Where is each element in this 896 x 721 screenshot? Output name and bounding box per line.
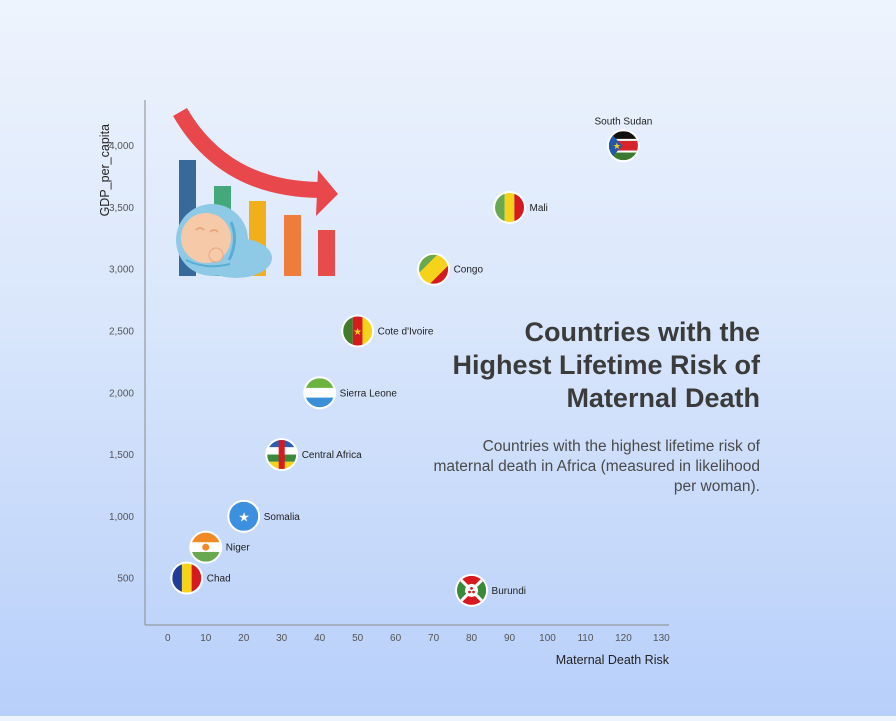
central-african-republic-flag-icon bbox=[267, 440, 297, 470]
x-axis-title: Maternal Death Risk bbox=[556, 653, 670, 667]
point-label: Somalia bbox=[264, 512, 301, 523]
x-tick-label: 60 bbox=[390, 633, 402, 644]
x-tick-label: 100 bbox=[539, 633, 556, 644]
x-tick-label: 30 bbox=[276, 633, 288, 644]
x-tick-label: 10 bbox=[200, 633, 212, 644]
y-tick-label: 1,500 bbox=[109, 450, 134, 461]
point-label: Burundi bbox=[492, 586, 526, 597]
declining-bar-chart-with-baby-icon bbox=[173, 107, 338, 278]
cameroon-style-flag-icon: ★ bbox=[343, 316, 373, 346]
data-point-somalia: ★ bbox=[227, 499, 261, 533]
congo-flag-icon bbox=[419, 254, 449, 284]
x-tick-label: 80 bbox=[466, 633, 478, 644]
x-tick-label: 90 bbox=[504, 633, 516, 644]
point-label: Central Africa bbox=[302, 450, 362, 461]
x-tick-label: 120 bbox=[615, 633, 632, 644]
x-tick-label: 0 bbox=[165, 633, 171, 644]
chad-flag-icon bbox=[172, 563, 202, 593]
title-block: Countries with the Highest Lifetime Risk… bbox=[430, 316, 760, 497]
data-point-sierra-leone bbox=[303, 376, 337, 410]
point-label: Chad bbox=[207, 574, 231, 585]
data-point-central-african-republic bbox=[265, 438, 299, 472]
chart-subtitle: Countries with the highest lifetime risk… bbox=[433, 438, 760, 495]
point-label: Niger bbox=[226, 543, 251, 554]
y-tick-label: 3,500 bbox=[109, 203, 134, 214]
y-tick-label: 3,000 bbox=[109, 265, 134, 276]
point-label: Congo bbox=[454, 265, 484, 276]
chart-title: Countries with the Highest Lifetime Risk… bbox=[452, 317, 760, 413]
y-tick-label: 2,000 bbox=[109, 388, 134, 399]
y-tick-label: 1,000 bbox=[109, 512, 134, 523]
y-axis-title: GDP_per_capita bbox=[98, 124, 112, 216]
point-label: Sierra Leone bbox=[340, 388, 398, 399]
data-point-congo bbox=[417, 252, 451, 286]
x-tick-labels: 0 10 20 30 40 50 60 70 80 90 100 110 120 130 bbox=[165, 633, 670, 644]
x-tick-label: 70 bbox=[428, 633, 440, 644]
sierra-leone-flag-icon bbox=[305, 378, 335, 408]
point-label: South Sudan bbox=[595, 117, 653, 128]
mali-flag-icon bbox=[495, 192, 525, 222]
data-point-burundi bbox=[455, 573, 489, 607]
data-point-south-sudan: ★ bbox=[606, 129, 640, 163]
data-point-niger bbox=[189, 530, 223, 564]
south-sudan-flag-icon: ★ bbox=[608, 131, 638, 161]
data-points: ★ South Sudan Mali Congo ★ Cote d'Ivoire Sierr… bbox=[170, 117, 652, 607]
x-tick-label: 110 bbox=[577, 633, 593, 644]
niger-flag-icon bbox=[191, 532, 221, 562]
burundi-flag-icon bbox=[457, 575, 487, 605]
y-tick-label: 500 bbox=[117, 574, 134, 585]
svg-text:★: ★ bbox=[353, 327, 362, 338]
x-tick-label: 20 bbox=[238, 633, 250, 644]
point-label: Cote d'Ivoire bbox=[378, 327, 434, 338]
data-point-mali bbox=[493, 190, 527, 224]
y-tick-label: 2,500 bbox=[109, 327, 134, 338]
somalia-flag-icon: ★ bbox=[229, 501, 259, 531]
x-tick-label: 50 bbox=[352, 633, 364, 644]
point-label: Mali bbox=[530, 203, 548, 214]
svg-text:★: ★ bbox=[238, 510, 250, 525]
data-point-chad bbox=[170, 561, 204, 595]
x-tick-label: 130 bbox=[653, 633, 670, 644]
y-tick-labels: 500 1,000 1,500 2,000 2,500 3,000 3,500 4,000 bbox=[109, 141, 134, 584]
svg-text:★: ★ bbox=[613, 142, 621, 152]
data-point-cameroon-style: ★ bbox=[341, 314, 375, 348]
y-tick-label: 4,000 bbox=[109, 141, 134, 152]
x-tick-label: 40 bbox=[314, 633, 326, 644]
